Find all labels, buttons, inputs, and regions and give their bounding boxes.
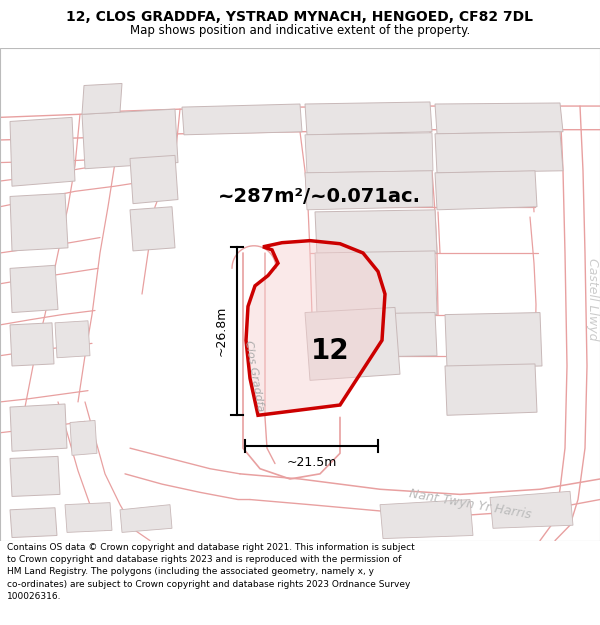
Polygon shape [70,421,97,456]
Text: 12: 12 [311,337,349,364]
Polygon shape [182,104,302,135]
Polygon shape [10,323,54,366]
Polygon shape [130,156,178,204]
Polygon shape [435,132,563,173]
Polygon shape [445,364,537,415]
Polygon shape [10,193,68,251]
Polygon shape [435,171,537,210]
Polygon shape [10,265,58,312]
Text: ~21.5m: ~21.5m [286,456,337,469]
Text: Nant Twyn Yr Harris: Nant Twyn Yr Harris [408,488,532,522]
Polygon shape [82,84,122,114]
Polygon shape [305,102,432,135]
Polygon shape [380,499,473,539]
Text: Clos Graddfa: Clos Graddfa [243,340,265,412]
Text: ~26.8m: ~26.8m [215,306,227,356]
Text: Contains OS data © Crown copyright and database right 2021. This information is : Contains OS data © Crown copyright and d… [7,543,415,601]
Polygon shape [315,210,437,255]
Polygon shape [55,321,90,357]
Polygon shape [10,118,75,186]
Text: Castell Llwyd: Castell Llwyd [586,258,599,341]
Polygon shape [490,491,573,528]
Polygon shape [65,503,112,532]
Polygon shape [10,508,57,538]
Polygon shape [315,312,437,358]
Polygon shape [305,308,400,381]
Polygon shape [305,171,433,210]
Text: Map shows position and indicative extent of the property.: Map shows position and indicative extent… [130,24,470,37]
Polygon shape [435,103,563,134]
Polygon shape [246,241,385,415]
Polygon shape [82,109,178,169]
Text: 12, CLOS GRADDFA, YSTRAD MYNACH, HENGOED, CF82 7DL: 12, CLOS GRADDFA, YSTRAD MYNACH, HENGOED… [67,11,533,24]
Polygon shape [130,207,175,251]
Text: ~287m²/~0.071ac.: ~287m²/~0.071ac. [218,187,421,206]
Polygon shape [445,312,542,368]
Polygon shape [315,251,437,317]
Polygon shape [10,456,60,496]
Polygon shape [10,404,67,451]
Polygon shape [305,132,433,173]
Polygon shape [120,504,172,532]
